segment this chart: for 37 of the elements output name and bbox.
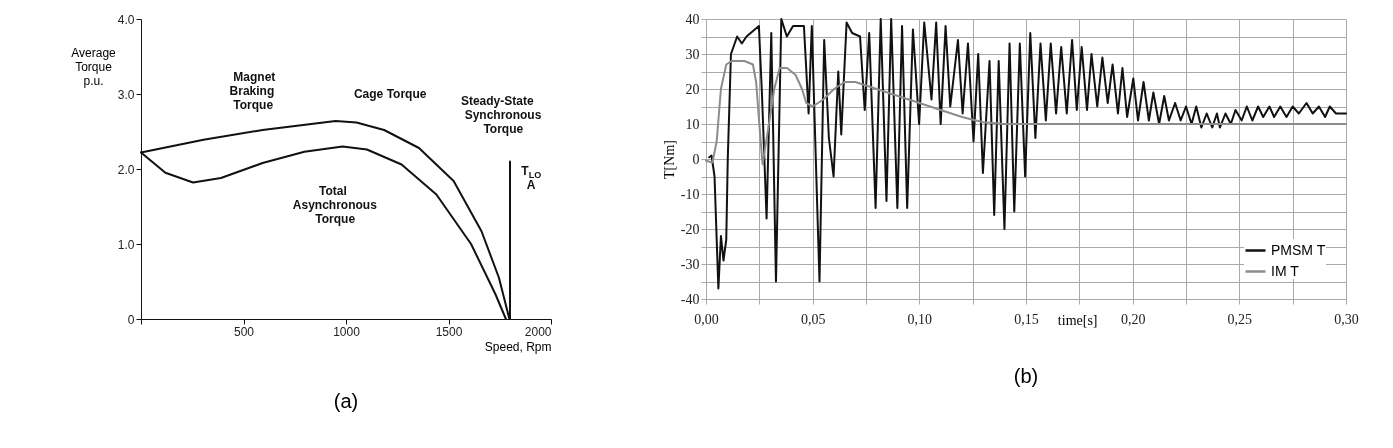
x-axis-title: time[s] [1057, 312, 1098, 328]
y-tick-label: 0 [127, 312, 135, 327]
x-tick-label: 1000 [333, 324, 361, 339]
y-tick-label: 0 [692, 151, 700, 167]
y-tick-label: 3.0 [117, 87, 135, 102]
annotation: Steady-State Synchronous Torque [460, 94, 542, 136]
y-tick-label: -20 [680, 221, 700, 237]
annotation: Magnet Braking Torque [229, 70, 276, 112]
y-tick-label: 40 [685, 11, 700, 27]
x-tick-label: 0,20 [1120, 311, 1146, 327]
text: (a) [333, 390, 359, 412]
legend-label: IM T [1271, 262, 1300, 279]
y-axis-title: T[Nm] [661, 140, 677, 179]
y-tick-label: 30 [685, 46, 700, 62]
y-axis-title: Average Torque p.u. [71, 45, 117, 88]
y-tick-label: 1.0 [117, 237, 135, 252]
y-tick-label: -10 [680, 186, 700, 202]
y-tick-label: 4.0 [117, 12, 135, 27]
x-tick-label: 0,10 [907, 311, 933, 327]
x-tick-label: 2000 [524, 324, 552, 339]
x-axis-title: Speed, Rpm [484, 339, 552, 354]
x-tick-label: 0,00 [694, 311, 719, 327]
y-tick-label: 2.0 [117, 162, 135, 177]
x-tick-label: 1500 [435, 324, 463, 339]
y-tick-label: -40 [680, 291, 700, 307]
y-tick-label: -30 [680, 256, 700, 272]
x-tick-label: 0,25 [1227, 311, 1253, 327]
x-tick-label: 0,05 [800, 311, 826, 327]
annotation: Cage Torque [353, 87, 427, 101]
x-tick-label: 0,15 [1014, 311, 1039, 327]
annotation: Total Asynchronous Torque [292, 184, 378, 226]
legend-label: PMSM T [1271, 241, 1326, 258]
x-tick-label: 0,30 [1334, 311, 1359, 327]
y-tick-label: 20 [685, 81, 700, 97]
text: (b) [1013, 365, 1039, 387]
x-tick-label: 500 [233, 324, 255, 339]
y-tick-label: 10 [685, 116, 700, 132]
